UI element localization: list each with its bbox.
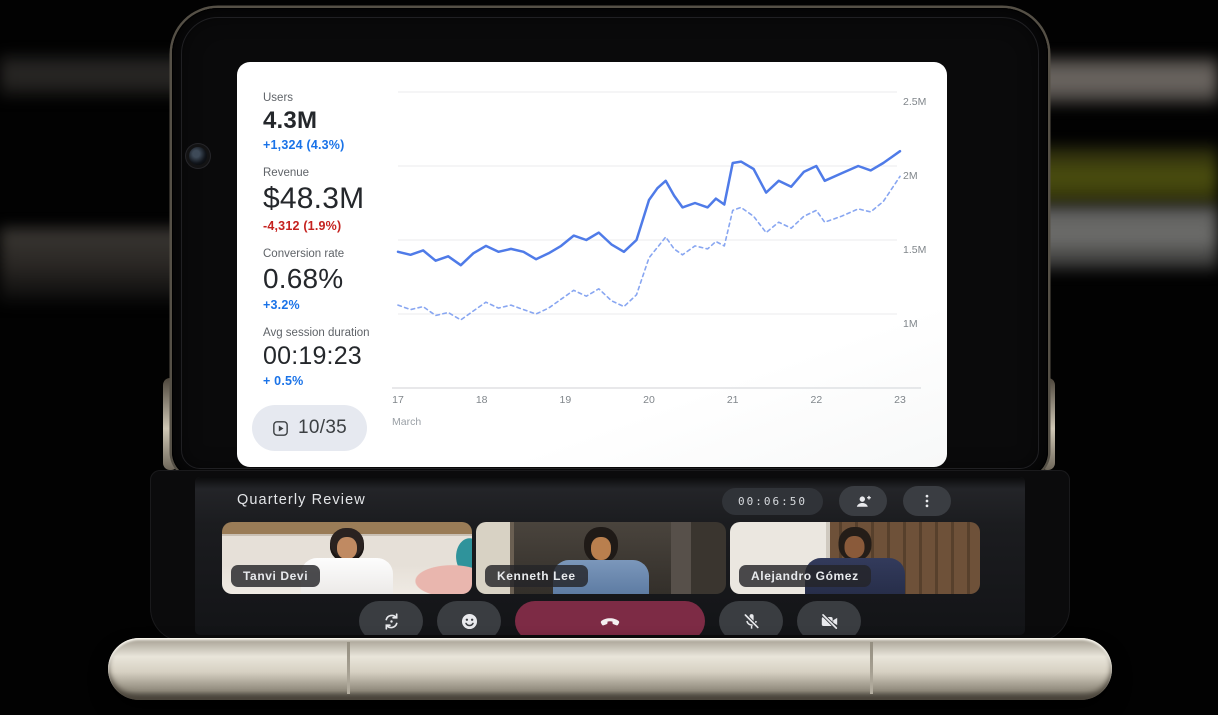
metric-label: Revenue (263, 167, 310, 179)
switch-camera-button[interactable] (359, 601, 423, 635)
participant-name-badge: Tanvi Devi (231, 565, 321, 587)
front-camera (189, 147, 207, 165)
metric-value: 00:19:23 (263, 342, 362, 370)
slideshow-icon (272, 420, 289, 437)
camera-off-button[interactable] (797, 601, 861, 635)
metric-conversion-rate: Conversion rate 0.68% +3.2% (263, 248, 423, 312)
metric-label: Avg session duration (263, 327, 370, 339)
metric-delta: + 0.5% (263, 374, 304, 388)
call-timer: 00:06:50 (722, 487, 823, 515)
slide-counter-pill[interactable]: 10/35 (252, 405, 368, 451)
more-vert-icon (918, 492, 936, 510)
presentation-screen: 2.5M 2M 1.5M 1M 17 18 19 20 21 22 23 March Users 4.… (237, 62, 947, 467)
participant-tile[interactable]: Alejandro Gómez (730, 522, 980, 594)
svg-text:March: March (392, 416, 421, 428)
background-blur (0, 56, 190, 96)
svg-text:20: 20 (643, 394, 655, 406)
meeting-title: Quarterly Review (237, 492, 366, 508)
antenna-line (347, 642, 350, 694)
svg-text:23: 23 (894, 394, 906, 406)
call-controls (195, 601, 1025, 635)
add-person-button[interactable] (839, 486, 887, 516)
svg-text:2.5M: 2.5M (903, 96, 926, 108)
antenna-line (870, 642, 873, 694)
metric-label: Users (263, 92, 294, 104)
participant-tile[interactable]: Kenneth Lee (476, 522, 726, 594)
person-add-icon (854, 492, 873, 511)
metric-value: $48.3M (263, 182, 365, 215)
switch-camera-icon (381, 611, 402, 632)
phone-bottom-edge (108, 638, 1112, 700)
svg-text:21: 21 (727, 394, 739, 406)
background-blur (0, 228, 190, 302)
svg-text:1M: 1M (903, 318, 918, 330)
end-call-icon (598, 609, 622, 633)
mute-mic-button[interactable] (719, 601, 783, 635)
participant-grid: Tanvi Devi Kenneth Lee Alejandro Gómez (222, 522, 980, 594)
svg-text:17: 17 (392, 394, 404, 406)
emoji-reaction-icon (459, 611, 480, 632)
metric-delta: -4,312 (1.9%) (263, 219, 342, 233)
analytics-chart: 2.5M 2M 1.5M 1M 17 18 19 20 21 22 23 March (392, 91, 926, 428)
svg-text:1.5M: 1.5M (903, 244, 926, 256)
emoji-reactions-button[interactable] (437, 601, 501, 635)
mic-off-icon (741, 611, 762, 632)
call-header-actions: 00:06:50 (722, 486, 951, 516)
metrics-panel: Users 4.3M +1,324 (4.3%) Revenue $48.3M … (263, 92, 423, 403)
metric-value: 4.3M (263, 107, 318, 134)
participant-name-badge: Alejandro Gómez (739, 565, 871, 587)
svg-text:2M: 2M (903, 170, 918, 182)
metric-delta: +1,324 (4.3%) (263, 138, 345, 152)
call-timer-value: 00:06:50 (738, 494, 807, 508)
metric-label: Conversion rate (263, 248, 345, 260)
slide-counter-label: 10/35 (298, 417, 348, 438)
metric-session-duration: Avg session duration 00:19:23 + 0.5% (263, 327, 423, 388)
metric-users: Users 4.3M +1,324 (4.3%) (263, 92, 423, 152)
meeting-screen: Quarterly Review 00:06:50 (195, 477, 1025, 635)
svg-text:18: 18 (476, 394, 488, 406)
participant-tile[interactable]: Tanvi Devi (222, 522, 472, 594)
end-call-button[interactable] (515, 601, 705, 635)
metric-revenue: Revenue $48.3M -4,312 (1.9%) (263, 167, 423, 233)
participant-name-badge: Kenneth Lee (485, 565, 588, 587)
camera-off-icon (819, 611, 840, 632)
svg-text:19: 19 (559, 394, 571, 406)
svg-text:22: 22 (810, 394, 822, 406)
more-options-button[interactable] (903, 486, 951, 516)
metric-value: 0.68% (263, 263, 344, 294)
metric-delta: +3.2% (263, 298, 300, 312)
